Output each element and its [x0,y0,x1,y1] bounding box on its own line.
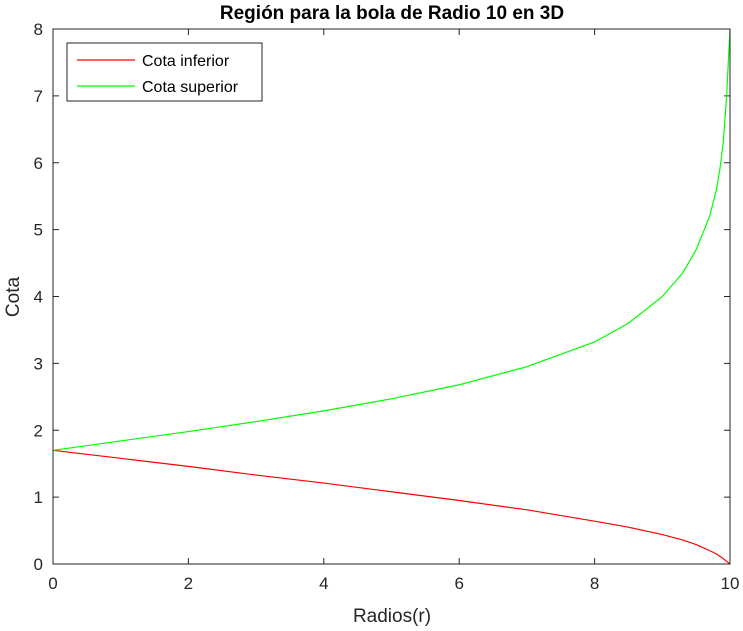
series-line-cota-superior [52,28,731,451]
y-tick-label: 5 [34,221,43,240]
plot-frame [52,28,731,565]
x-tick-label: 6 [454,574,463,593]
y-tick-label: 0 [34,555,43,574]
y-tick-label: 2 [34,421,43,440]
x-tick-label: 2 [184,574,193,593]
x-tick-label: 8 [590,574,599,593]
y-tick-label: 6 [34,154,43,173]
y-tick-label: 1 [34,488,43,507]
y-tick-label: 7 [34,87,43,106]
x-tick-label: 0 [48,574,57,593]
x-tick-label: 10 [721,574,740,593]
legend-label: Cota superior [142,79,239,96]
legend-label: Cota inferior [142,53,230,70]
x-axis-label: Radios(r) [353,606,431,627]
chart-title: Región para la bola de Radio 10 en 3D [220,3,564,24]
y-tick-label: 4 [34,288,43,307]
x-tick-label: 4 [319,574,328,593]
plot-area [53,29,730,564]
series-layer [52,28,731,565]
y-axis-label: Cota [3,277,24,318]
y-tick-label: 3 [34,354,43,373]
legend: Cota inferior Cota superior [66,42,263,102]
series-line-cota-inferior [52,449,731,565]
legend-box [66,42,263,102]
y-axis-ticks: 0 1 2 3 4 5 6 7 8 [34,20,730,574]
y-tick-label: 8 [34,20,43,39]
